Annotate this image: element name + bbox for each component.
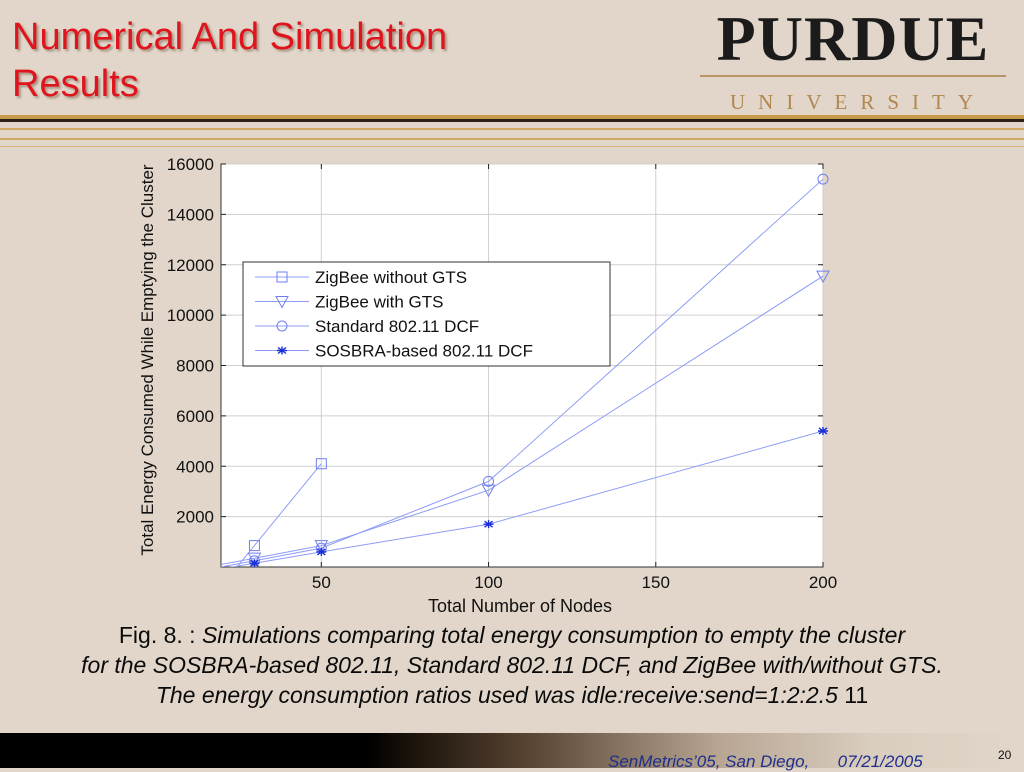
x-axis-label: Total Number of Nodes xyxy=(428,596,612,616)
x-tick-label: 200 xyxy=(809,573,837,592)
legend-label-standard-802-11-dcf: Standard 802.11 DCF xyxy=(315,317,479,336)
y-axis-label: Total Energy Consumed While Emptying the… xyxy=(138,164,157,556)
data-point-sosbra-based-802-11-dcf xyxy=(818,426,828,435)
logo-rule xyxy=(700,75,1006,77)
legend-marker-zigbee-with-gts xyxy=(275,296,289,309)
figure-caption: Fig. 8. : Simulations comparing total en… xyxy=(0,620,1024,710)
data-point-standard-802-11-dcf xyxy=(817,173,829,185)
y-tick-label: 4000 xyxy=(176,457,214,476)
y-tick-label: 12000 xyxy=(167,256,214,275)
y-tick-label: 6000 xyxy=(176,407,214,426)
data-point-zigbee-with-gts xyxy=(247,552,262,566)
data-point-sosbra-based-802-11-dcf xyxy=(249,559,260,568)
footer-text: SenMetrics’05, San Diego, 07/21/2005 xyxy=(608,752,923,771)
header-divider-thin-1 xyxy=(0,128,1024,130)
data-point-zigbee-without-gts xyxy=(315,458,327,470)
header-divider-dark xyxy=(0,119,1024,122)
y-tick-label: 8000 xyxy=(176,357,214,376)
x-tick-label: 100 xyxy=(474,573,502,592)
slide-title-line1: Numerical And Simulation xyxy=(12,16,448,58)
slide-title-line2: Results xyxy=(12,63,139,105)
series-line-zigbee-with-gts xyxy=(221,275,823,565)
caption-line-1-text: Simulations comparing total energy consu… xyxy=(201,622,906,648)
y-tick-label: 10000 xyxy=(167,306,214,325)
x-tick-label: 150 xyxy=(642,573,670,592)
x-tick-label: 50 xyxy=(312,573,331,592)
purdue-logo: PURDUE UNIVERSITY xyxy=(700,3,1006,114)
header-divider-thin-2 xyxy=(0,138,1024,140)
page-number: 20 xyxy=(998,748,1012,762)
legend-label-zigbee-with-gts: ZigBee with GTS xyxy=(315,293,444,312)
data-point-standard-802-11-dcf xyxy=(483,475,495,487)
slide-title: Numerical And Simulation Results xyxy=(12,14,447,108)
caption-line-2-text: for the SOSBRA-based 802.11, Standard 80… xyxy=(81,652,943,678)
logo-wordmark: PURDUE xyxy=(716,3,990,74)
legend-marker-sosbra-based-802-11-dcf xyxy=(277,346,287,355)
data-point-sosbra-based-802-11-dcf xyxy=(316,547,327,556)
series-line-zigbee-without-gts xyxy=(236,463,322,567)
data-point-zigbee-with-gts xyxy=(314,540,329,553)
caption-line-3: The energy consumption ratios used was i… xyxy=(0,680,1024,710)
caption-line-3-text: The energy consumption ratios used was i… xyxy=(155,682,838,708)
legend-marker-zigbee-without-gts xyxy=(276,271,288,283)
logo-subtitle: UNIVERSITY xyxy=(730,90,986,114)
y-tick-label: 14000 xyxy=(167,205,214,224)
data-point-sosbra-based-802-11-dcf xyxy=(483,520,494,529)
legend-label-sosbra-based-802-11-dcf: SOSBRA-based 802.11 DCF xyxy=(315,342,533,361)
footer-bar xyxy=(0,733,1024,768)
legend-box xyxy=(242,261,611,367)
caption-line-1: Fig. 8. : Simulations comparing total en… xyxy=(0,620,1024,650)
caption-line-2: for the SOSBRA-based 802.11, Standard 80… xyxy=(0,650,1024,680)
data-point-zigbee-without-gts xyxy=(248,540,260,552)
data-point-zigbee-with-gts xyxy=(816,270,830,284)
y-tick-label: 2000 xyxy=(176,508,214,527)
energy-chart: 50 100 150 200 2000 4000 6000 8000 10000 12000 140… xyxy=(138,155,837,616)
header-divider-thin-3 xyxy=(0,146,1024,147)
caption-reference: 11 xyxy=(837,682,869,708)
legend-marker-standard-802-11-dcf xyxy=(276,320,288,332)
legend-label-zigbee-without-gts: ZigBee without GTS xyxy=(315,268,467,287)
caption-fig-label: Fig. 8. : xyxy=(118,622,202,648)
data-point-zigbee-with-gts xyxy=(481,484,496,498)
header-divider xyxy=(0,115,1024,119)
y-tick-label: 16000 xyxy=(167,155,214,174)
